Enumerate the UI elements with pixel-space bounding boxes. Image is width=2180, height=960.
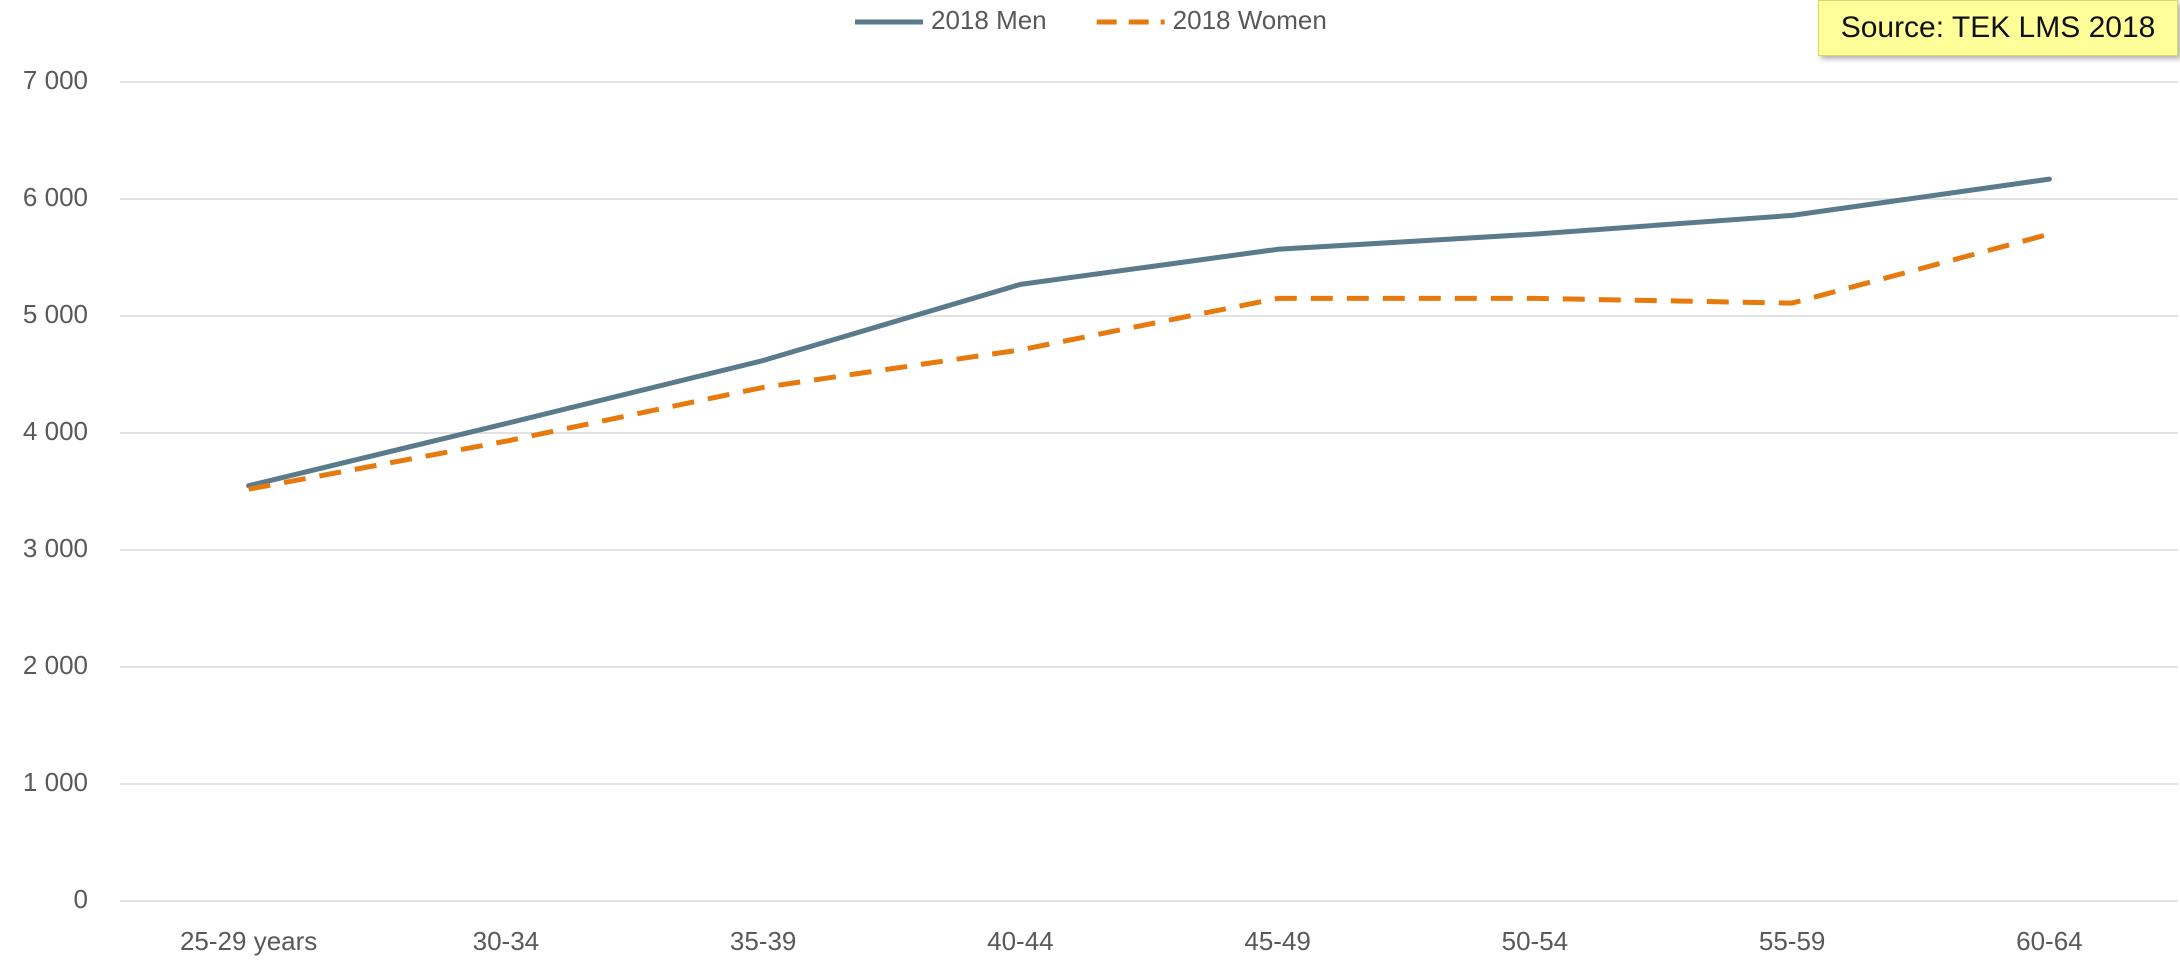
y-tick-label: 5 000 bbox=[23, 299, 88, 329]
x-tick-label: 40-44 bbox=[987, 926, 1054, 956]
x-tick-label: 25-29 years bbox=[180, 926, 317, 956]
x-tick-label: 30-34 bbox=[473, 926, 540, 956]
y-tick-label: 4 000 bbox=[23, 416, 88, 446]
y-tick-label: 3 000 bbox=[23, 533, 88, 563]
x-tick-label: 50-54 bbox=[1502, 926, 1569, 956]
y-tick-label: 2 000 bbox=[23, 650, 88, 680]
x-tick-label: 55-59 bbox=[1759, 926, 1826, 956]
x-tick-label: 35-39 bbox=[730, 926, 797, 956]
legend-label: 2018 Women bbox=[1173, 5, 1327, 35]
series-line bbox=[248, 231, 2051, 492]
x-tick-label: 60-64 bbox=[2016, 926, 2083, 956]
y-tick-label: 7 000 bbox=[23, 65, 88, 95]
legend-label: 2018 Men bbox=[931, 5, 1047, 35]
y-tick-label: 1 000 bbox=[23, 767, 88, 797]
y-tick-label: 6 000 bbox=[23, 182, 88, 212]
x-tick-label: 45-49 bbox=[1244, 926, 1311, 956]
series-line bbox=[246, 176, 2052, 489]
y-tick-label: 0 bbox=[74, 884, 88, 914]
source-annotation: Source: TEK LMS 2018 bbox=[1818, 0, 2178, 56]
